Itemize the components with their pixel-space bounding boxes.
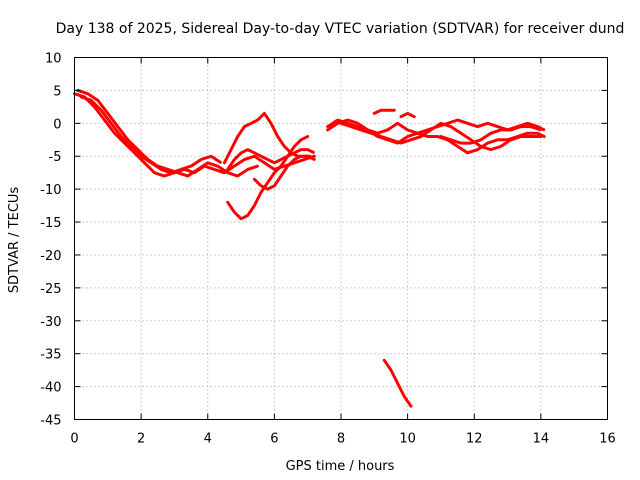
series-track-l: [382, 358, 413, 408]
y-tick-label: 0: [53, 117, 61, 132]
ticks-layer: 0 2 4 6 8 10 12 14 16 10 5 0 -5 -10 -15 -20 -25 -30 -35 -40…: [40, 52, 616, 447]
y-tick-label: -20: [40, 249, 61, 264]
series-track-d: [222, 111, 313, 165]
x-tick-label: 14: [533, 432, 550, 447]
chart-title: Day 138 of 2025, Sidereal Day-to-day VTE…: [56, 21, 625, 37]
x-tick-label: 10: [399, 432, 416, 447]
y-tick-label: -30: [40, 315, 61, 330]
series-track-e: [226, 148, 316, 171]
y-tick-label: 10: [45, 52, 62, 67]
x-tick-label: 4: [204, 432, 212, 447]
y-tick-label: -10: [40, 183, 61, 198]
y-tick-label: -25: [40, 282, 61, 297]
y-tick-label: -45: [40, 414, 61, 429]
series-track-j: [339, 121, 543, 152]
y-tick-label: -35: [40, 348, 61, 363]
series-track-g: [252, 154, 316, 191]
x-tick-label: 6: [270, 432, 278, 447]
series-layer: [73, 88, 546, 408]
series-track-m: [372, 108, 396, 115]
series-track-n: [399, 111, 416, 119]
x-axis-label: GPS time / hours: [286, 459, 395, 474]
y-axis-label: SDTVAR / TECUs: [7, 187, 22, 294]
x-tick-label: 8: [337, 432, 345, 447]
series-track-c: [79, 95, 223, 175]
grid-layer: [74, 57, 608, 420]
x-tick-label: 2: [137, 432, 145, 447]
series-track-k: [439, 125, 543, 145]
y-tick-label: -15: [40, 216, 61, 231]
x-tick-label: 12: [466, 432, 483, 447]
series-track-f: [226, 135, 310, 221]
y-tick-label: -40: [40, 381, 61, 396]
x-tick-label: 0: [70, 432, 78, 447]
series-track-b: [76, 88, 260, 178]
y-tick-label: 5: [53, 84, 61, 99]
x-tick-label: 16: [599, 432, 616, 447]
y-tick-label: -5: [49, 150, 62, 165]
